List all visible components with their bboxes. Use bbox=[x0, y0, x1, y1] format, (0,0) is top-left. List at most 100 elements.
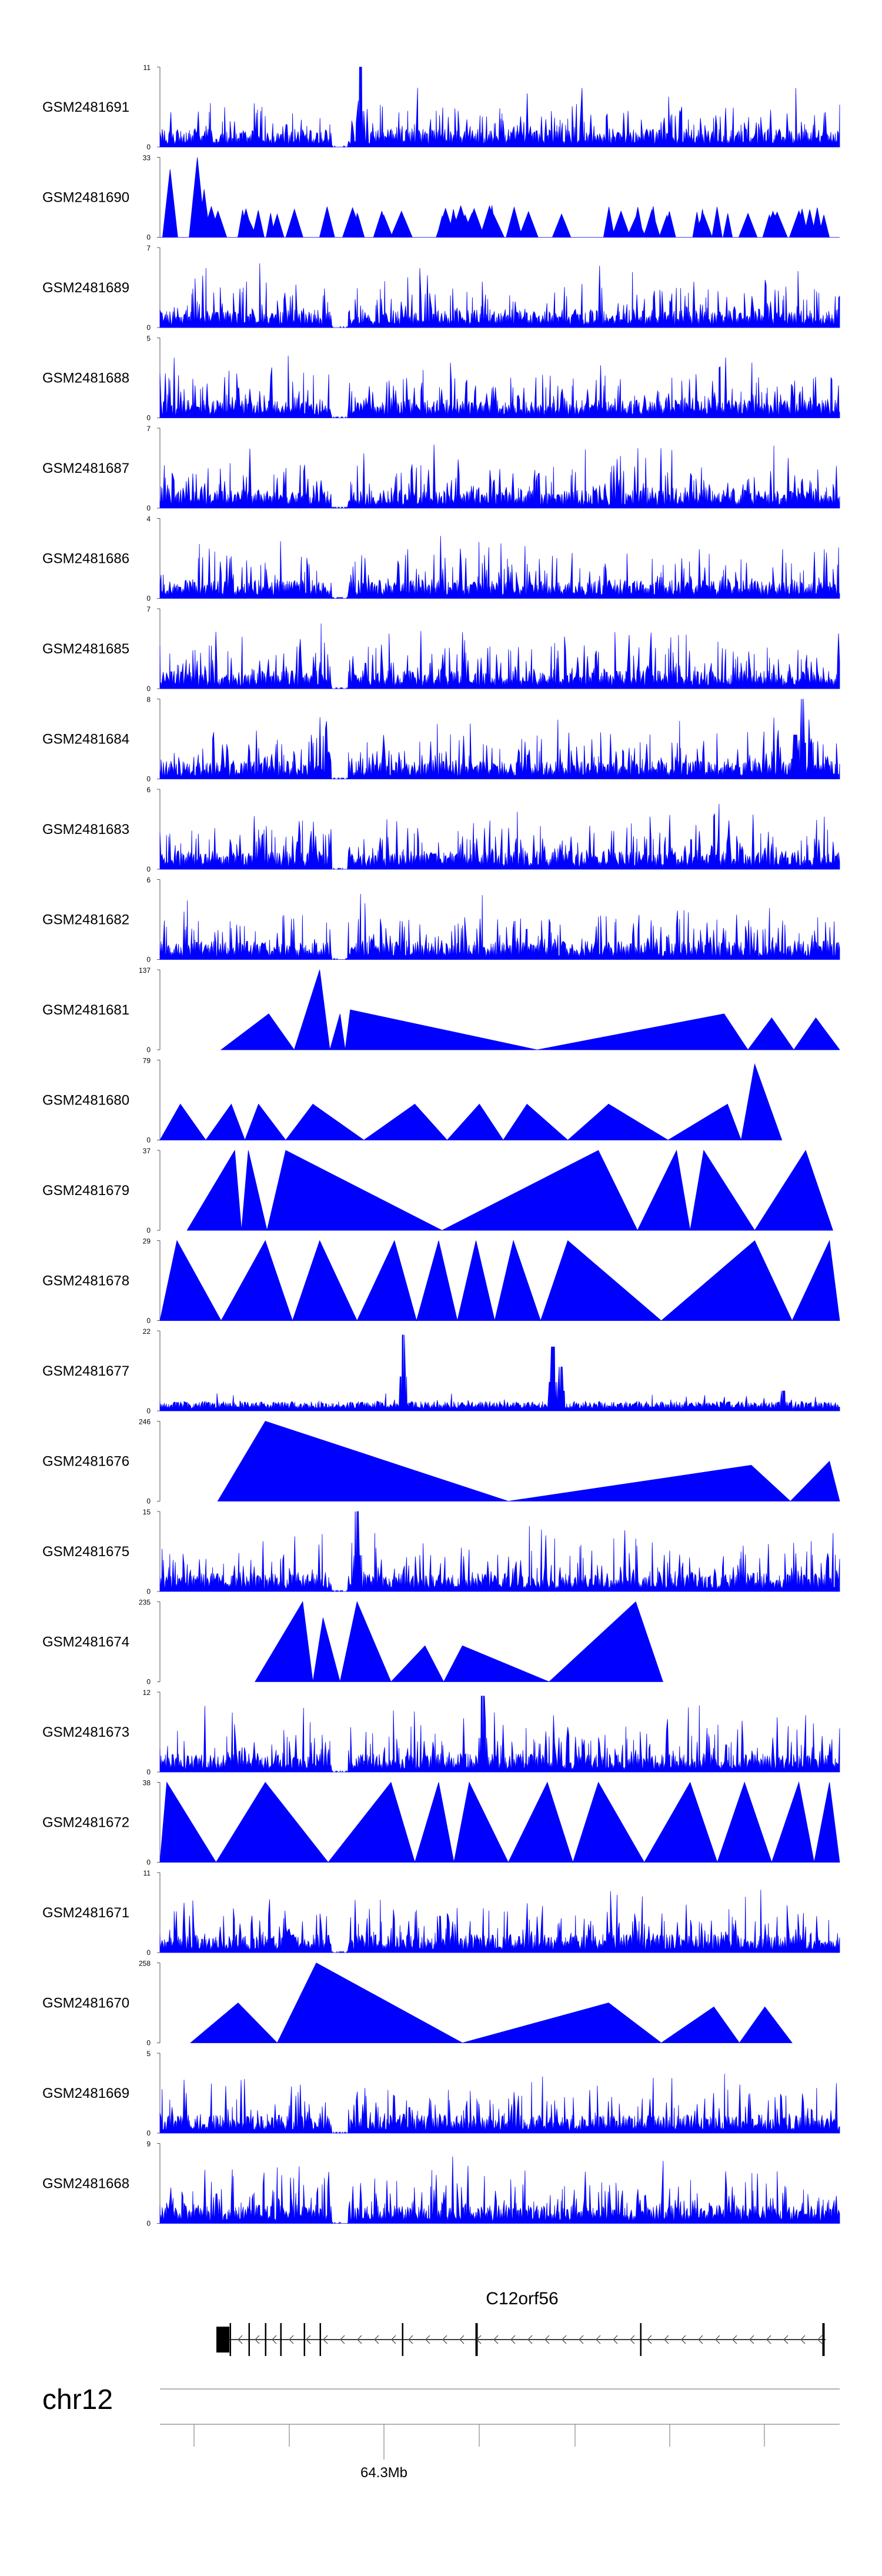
track-GSM2481683: GSM2481683 6 0 bbox=[42, 786, 840, 873]
strand-arrow bbox=[340, 2335, 345, 2344]
y-min-label: 0 bbox=[146, 414, 151, 422]
track-label: GSM2481684 bbox=[42, 732, 129, 748]
signal-area bbox=[186, 1149, 833, 1231]
y-min-label: 0 bbox=[146, 1407, 151, 1415]
y-max-label: 33 bbox=[143, 154, 151, 162]
y-max-label: 15 bbox=[143, 1508, 151, 1516]
track-label: GSM2481687 bbox=[42, 461, 129, 476]
y-min-label: 0 bbox=[146, 2039, 151, 2047]
strand-arrow bbox=[579, 2335, 584, 2344]
y-max-label: 246 bbox=[139, 1418, 151, 1426]
track-label: GSM2481672 bbox=[42, 1815, 129, 1831]
track-label: GSM2481680 bbox=[42, 1093, 129, 1109]
y-max-label: 137 bbox=[139, 966, 151, 975]
signal-area bbox=[159, 1696, 840, 1773]
track-label: GSM2481689 bbox=[42, 280, 129, 296]
chromosome-axis: chr12 64.3Mb bbox=[42, 2384, 840, 2481]
y-min-label: 0 bbox=[146, 865, 151, 873]
track-label: GSM2481679 bbox=[42, 1183, 129, 1199]
y-min-label: 0 bbox=[146, 1678, 151, 1686]
strand-arrow bbox=[562, 2335, 567, 2344]
signal-area bbox=[220, 969, 840, 1050]
track-GSM2481686: GSM2481686 4 0 bbox=[42, 515, 840, 603]
signal-area bbox=[159, 1334, 840, 1412]
signal-area bbox=[159, 2156, 840, 2225]
strand-arrow bbox=[238, 2335, 243, 2344]
track-GSM2481687: GSM2481687 7 0 bbox=[42, 425, 840, 512]
strand-arrow bbox=[613, 2335, 618, 2344]
track-label: GSM2481669 bbox=[42, 2086, 129, 2101]
track-GSM2481682: GSM2481682 6 0 bbox=[42, 876, 840, 964]
strand-arrow bbox=[289, 2335, 294, 2344]
strand-arrow bbox=[272, 2335, 277, 2344]
track-label: GSM2481691 bbox=[42, 99, 129, 115]
strand-arrow bbox=[596, 2335, 601, 2344]
signal-area bbox=[217, 1421, 840, 1502]
track-label: GSM2481678 bbox=[42, 1273, 129, 1289]
track-GSM2481671: GSM2481671 11 0 bbox=[42, 1869, 840, 1957]
track-GSM2481681: GSM2481681 137 0 bbox=[42, 966, 840, 1054]
y-max-label: 5 bbox=[146, 2050, 151, 2058]
strand-arrow bbox=[732, 2335, 737, 2344]
track-label: GSM2481674 bbox=[42, 1634, 129, 1650]
y-max-label: 7 bbox=[146, 244, 151, 252]
y-max-label: 12 bbox=[143, 1689, 151, 1697]
signal-area bbox=[159, 623, 840, 689]
y-min-label: 0 bbox=[146, 504, 151, 512]
y-min-label: 0 bbox=[146, 1497, 151, 1506]
track-label: GSM2481677 bbox=[42, 1363, 129, 1379]
track-label: GSM2481685 bbox=[42, 641, 129, 657]
signal-area bbox=[189, 1962, 793, 2044]
gene-exon bbox=[640, 2323, 642, 2356]
signal-area bbox=[159, 893, 840, 960]
strand-arrow bbox=[306, 2335, 311, 2344]
y-max-label: 11 bbox=[143, 64, 151, 72]
y-min-label: 0 bbox=[146, 685, 151, 693]
y-min-label: 0 bbox=[146, 2220, 151, 2228]
y-max-label: 11 bbox=[143, 1869, 151, 1877]
y-max-label: 6 bbox=[146, 876, 151, 885]
track-GSM2481685: GSM2481685 7 0 bbox=[42, 605, 840, 693]
y-min-label: 0 bbox=[146, 1136, 151, 1144]
y-max-label: 37 bbox=[143, 1147, 151, 1155]
track-GSM2481668: GSM2481668 9 0 bbox=[42, 2140, 840, 2228]
y-min-label: 0 bbox=[146, 1046, 151, 1054]
strand-arrow bbox=[357, 2335, 362, 2344]
track-GSM2481677: GSM2481677 22 0 bbox=[42, 1327, 840, 1415]
strand-arrow bbox=[681, 2335, 686, 2344]
track-GSM2481675: GSM2481675 15 0 bbox=[42, 1508, 840, 1596]
gene-exon bbox=[229, 2323, 231, 2356]
signal-area bbox=[159, 66, 840, 148]
track-GSM2481690: GSM2481690 33 0 bbox=[42, 154, 840, 242]
signal-area bbox=[159, 2074, 840, 2134]
track-GSM2481680: GSM2481680 79 0 bbox=[42, 1057, 783, 1144]
strand-arrow bbox=[408, 2335, 413, 2344]
strand-arrow bbox=[425, 2335, 430, 2344]
strand-arrow bbox=[493, 2335, 499, 2344]
track-label: GSM2481670 bbox=[42, 1996, 129, 2011]
strand-arrow bbox=[698, 2335, 703, 2344]
y-min-label: 0 bbox=[146, 1948, 151, 1957]
gene-name-label: C12orf56 bbox=[486, 2289, 558, 2308]
track-GSM2481684: GSM2481684 8 0 bbox=[42, 696, 840, 783]
chromosome-label: chr12 bbox=[42, 2384, 113, 2415]
track-label: GSM2481688 bbox=[42, 371, 129, 386]
strand-arrow bbox=[442, 2335, 447, 2344]
track-GSM2481673: GSM2481673 12 0 bbox=[42, 1689, 840, 1776]
signal-area bbox=[159, 536, 840, 599]
track-label: GSM2481671 bbox=[42, 1905, 129, 1921]
track-label: GSM2481673 bbox=[42, 1724, 129, 1740]
strand-arrow bbox=[510, 2335, 516, 2344]
y-min-label: 0 bbox=[146, 956, 151, 964]
track-GSM2481676: GSM2481676 246 0 bbox=[42, 1418, 840, 1506]
strand-arrow bbox=[544, 2335, 550, 2344]
signal-area bbox=[159, 1063, 783, 1141]
gene-exon bbox=[265, 2323, 266, 2356]
y-min-label: 0 bbox=[146, 1226, 151, 1234]
track-label: GSM2481682 bbox=[42, 912, 129, 928]
strand-arrow bbox=[783, 2335, 789, 2344]
strand-arrow bbox=[323, 2335, 328, 2344]
y-min-label: 0 bbox=[146, 775, 151, 783]
gene-exon bbox=[319, 2323, 321, 2356]
track-GSM2481679: GSM2481679 37 0 bbox=[42, 1147, 833, 1234]
